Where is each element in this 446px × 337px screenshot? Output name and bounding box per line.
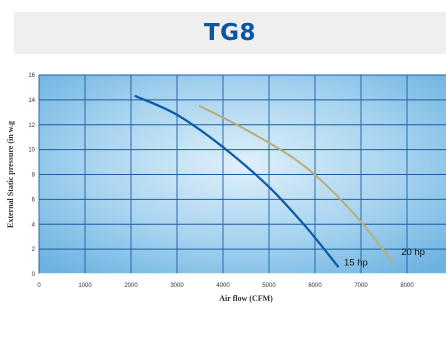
y-axis-label: External Static pressure (in w.g	[6, 121, 15, 228]
series-line-20-hp	[199, 105, 395, 264]
y-tick-label: 0	[32, 272, 36, 278]
series-layer	[134, 95, 395, 268]
x-tick-label: 3000	[170, 283, 184, 289]
x-tick-label: 6000	[308, 283, 322, 289]
grid	[38, 74, 446, 275]
chart-title: TG8	[203, 20, 257, 46]
y-tick-label: 4	[32, 222, 36, 228]
x-axis-label: Air flow (CFM)	[219, 294, 273, 303]
x-tick-label: 0	[37, 283, 41, 289]
x-tick-label: 8000	[400, 283, 414, 289]
y-tick-label: 16	[28, 73, 35, 79]
series-line-15-hp	[134, 95, 340, 268]
y-tick-label: 10	[28, 148, 35, 154]
y-tick-label: 8	[32, 173, 36, 179]
title-band: TG8	[14, 12, 446, 54]
y-tick-label: 12	[28, 123, 35, 129]
series-label-15-hp: 15 hp	[344, 258, 368, 269]
x-tick-label: 2000	[124, 283, 138, 289]
x-tick-label: 4000	[216, 283, 230, 289]
series-labels: 15 hp 20 hp	[344, 247, 425, 269]
y-tick-label: 2	[32, 247, 36, 253]
x-tick-label: 7000	[354, 283, 368, 289]
y-tick-label: 14	[28, 98, 35, 104]
series-label-20-hp: 20 hp	[401, 247, 425, 258]
x-tick-label: 1000	[78, 283, 92, 289]
x-axis-ticks: 01000200030004000500060007000800090	[37, 283, 414, 289]
y-axis-ticks: 0 2 4 6 8 10 12 14 16	[28, 73, 35, 278]
performance-chart: 01000200030004000500060007000800090 0246…	[6, 73, 446, 303]
x-tick-label: 5000	[262, 283, 276, 289]
y-tick-label: 6	[32, 197, 36, 203]
